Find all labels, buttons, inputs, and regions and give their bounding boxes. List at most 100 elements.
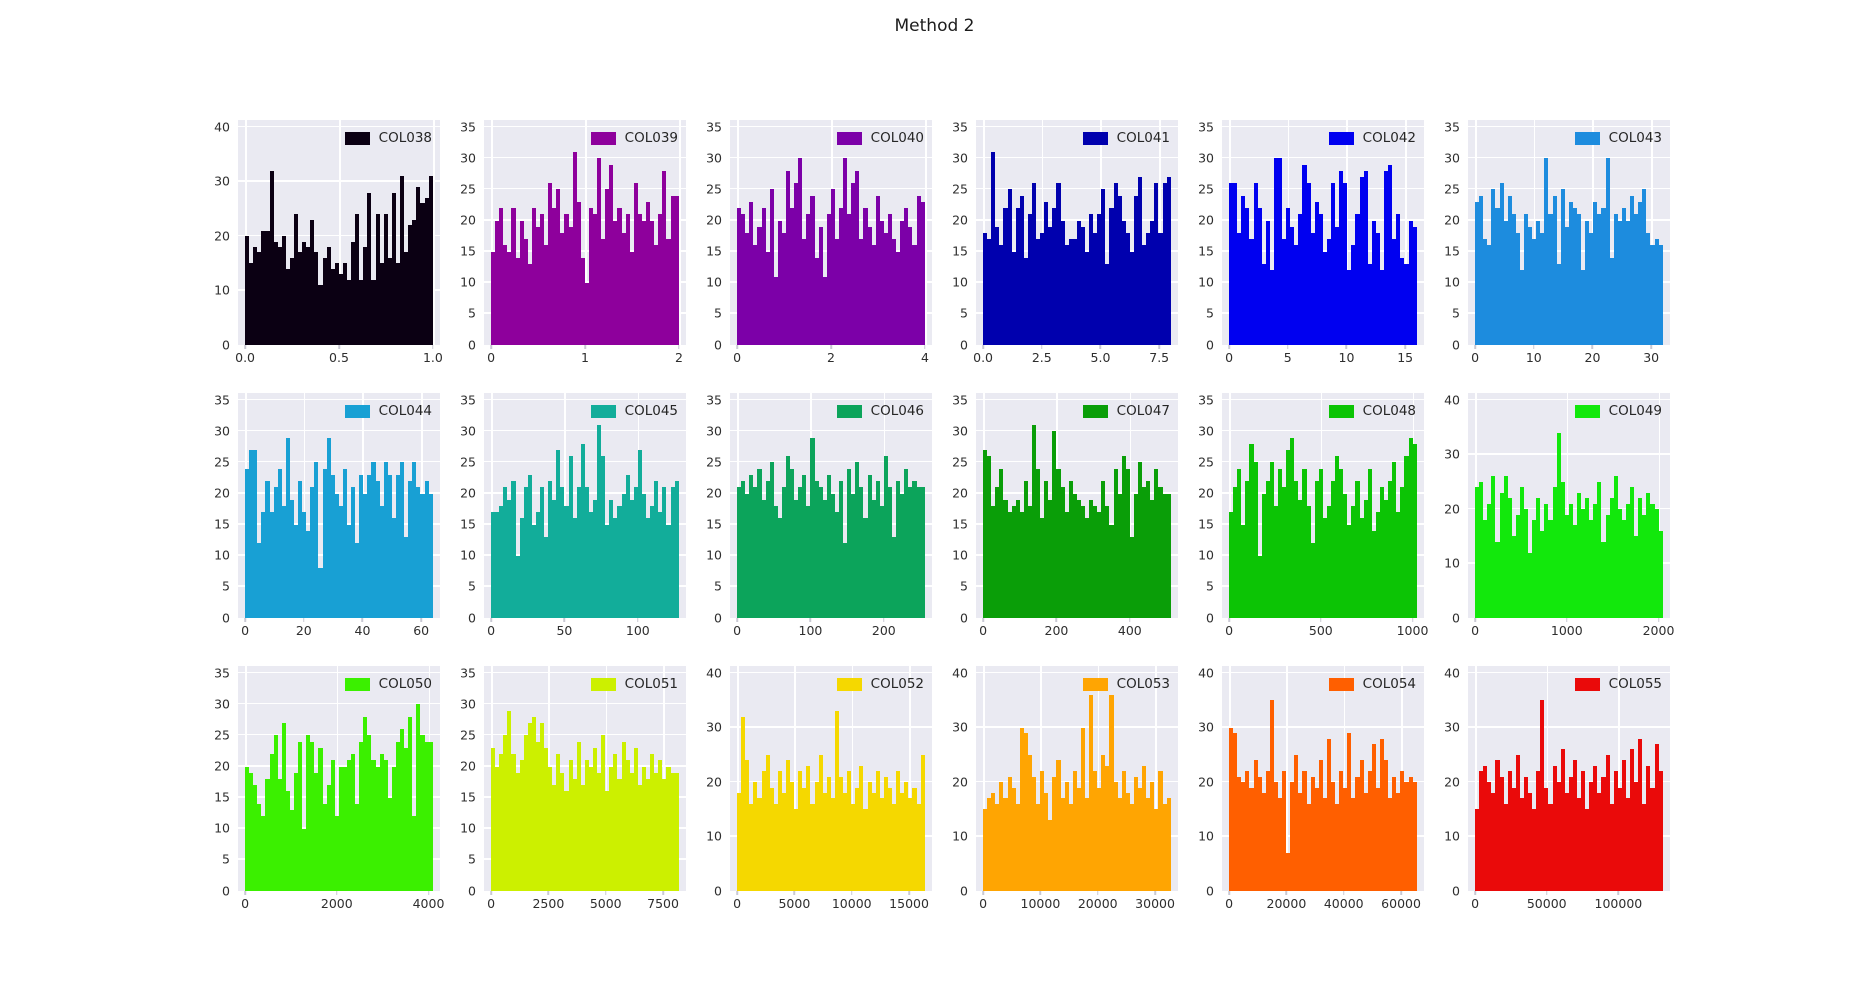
bar <box>1367 264 1372 345</box>
bar <box>1654 239 1659 345</box>
bar <box>1634 536 1639 618</box>
bar <box>1408 776 1413 891</box>
bar <box>1318 468 1323 618</box>
bar <box>261 512 266 618</box>
y-tick-label: 10 <box>214 282 230 298</box>
bar <box>1396 214 1401 345</box>
bar <box>786 456 791 618</box>
y-tick-label: 20 <box>1444 212 1460 228</box>
bar <box>1487 782 1492 891</box>
bar <box>1011 787 1016 891</box>
y-tick-label: 30 <box>1444 150 1460 166</box>
bar <box>391 766 396 891</box>
bar <box>1322 251 1327 345</box>
bar <box>347 279 352 345</box>
bar <box>572 518 577 618</box>
x-tick-label: 30 <box>1643 350 1660 365</box>
x-tick-mark <box>1228 618 1230 622</box>
bar <box>355 543 360 618</box>
bar <box>1056 760 1061 891</box>
y-tick-label: 10 <box>214 547 230 563</box>
legend-label: COL043 <box>1608 130 1662 146</box>
bar <box>790 782 795 891</box>
bar <box>757 798 762 891</box>
bar <box>641 493 647 618</box>
bar <box>1625 798 1631 891</box>
bar <box>983 809 988 891</box>
x-tick-mark <box>1154 891 1156 895</box>
bar <box>1609 498 1614 618</box>
bar <box>261 230 266 345</box>
y-tick-label: 10 <box>952 547 968 563</box>
bar <box>749 803 754 891</box>
y-tick-label: 15 <box>952 516 968 532</box>
bar <box>387 257 392 345</box>
plot-area: COL043 <box>1468 120 1670 345</box>
bar <box>540 487 545 618</box>
bar <box>1548 214 1553 345</box>
bar <box>1249 787 1254 891</box>
bar <box>1085 518 1090 618</box>
bar <box>1072 239 1077 345</box>
bar <box>1384 499 1389 618</box>
bar <box>1552 487 1557 618</box>
bar <box>1359 176 1364 345</box>
gridline <box>238 671 440 674</box>
bar <box>1601 208 1606 345</box>
bar <box>294 214 299 345</box>
bar <box>621 493 626 618</box>
y-tick-label: 35 <box>706 391 722 407</box>
bar <box>1150 499 1155 618</box>
bar <box>535 512 540 618</box>
bar <box>249 263 254 345</box>
bar <box>1597 214 1602 345</box>
bar <box>749 474 754 618</box>
bar <box>1154 468 1159 618</box>
x-tick-label: 40000 <box>1323 896 1364 911</box>
bar <box>1379 487 1385 618</box>
bar <box>916 803 921 891</box>
bar <box>519 220 524 345</box>
bar <box>593 499 598 618</box>
gridline <box>730 460 932 463</box>
bar <box>1154 183 1159 345</box>
subplot-col044: COL044 0 5 10 15 20 25 30 35 0 20 40 60 <box>214 393 440 637</box>
bar <box>646 778 651 891</box>
bar <box>273 241 278 345</box>
x-tick-label: 0 <box>241 623 250 638</box>
bar <box>1322 518 1327 618</box>
bar <box>1524 509 1529 618</box>
bar <box>920 201 925 345</box>
bar <box>1229 512 1234 618</box>
bar <box>552 785 557 891</box>
bar <box>1023 733 1028 891</box>
bar <box>1261 264 1266 345</box>
y-tick-label: 15 <box>706 516 722 532</box>
bar <box>375 481 380 618</box>
gridline <box>1222 156 1424 159</box>
bar <box>1367 468 1372 618</box>
bar <box>1003 208 1008 345</box>
bar <box>326 247 331 345</box>
bar <box>658 760 663 891</box>
bar <box>650 754 655 891</box>
bar <box>531 716 536 891</box>
bar <box>633 487 638 618</box>
bar <box>1577 214 1582 345</box>
bar <box>404 747 409 891</box>
y-tick-label: 10 <box>1198 828 1214 844</box>
gridline <box>1592 120 1595 345</box>
bar <box>1650 245 1655 345</box>
bar <box>662 778 667 891</box>
bar <box>1282 771 1287 891</box>
bar <box>1515 514 1520 618</box>
bar <box>269 512 274 618</box>
bar <box>395 263 401 345</box>
histogram-bars <box>983 393 1171 618</box>
y-tick-label: 35 <box>952 391 968 407</box>
bar <box>289 810 294 891</box>
bar <box>1483 765 1488 891</box>
x-tick-label: 20 <box>1584 350 1601 365</box>
y-tick-label: 30 <box>214 696 230 712</box>
bar <box>257 252 262 345</box>
